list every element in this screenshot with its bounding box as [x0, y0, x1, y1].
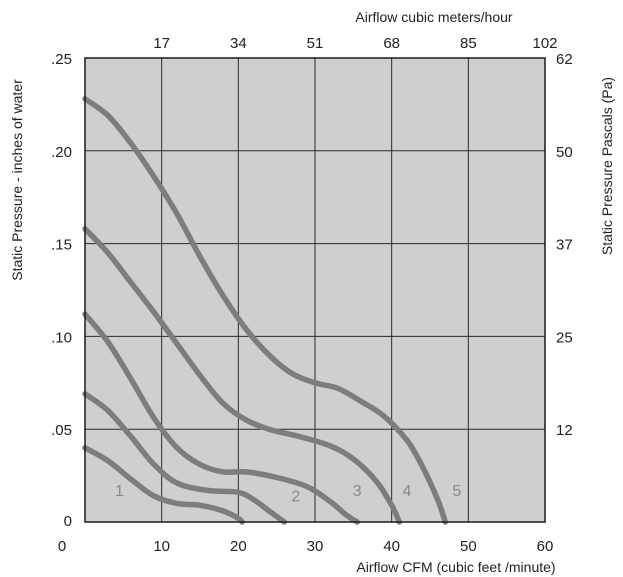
bottom-tick-label: 50 [460, 538, 477, 555]
left-tick-label: 0 [64, 513, 72, 530]
bottom-axis-title: Airflow CFM (cubic feet /minute) [356, 559, 555, 575]
left-tick-label: .25 [51, 51, 72, 68]
curve-label-2: 2 [291, 489, 300, 506]
top-tick-label: 17 [153, 35, 170, 52]
top-tick-label: 102 [532, 35, 557, 52]
right-tick-label: 12 [556, 422, 573, 439]
plot-frame [84, 57, 546, 523]
top-tick-label: 51 [307, 35, 324, 52]
curve-4 [82, 226, 403, 525]
top-tick-label: 68 [383, 35, 400, 52]
top-tick-label: 85 [460, 35, 477, 52]
top-tick-label: 34 [230, 35, 247, 52]
curve-5 [82, 96, 449, 525]
curve-labels: 1 2 3 4 5 [115, 483, 461, 506]
top-axis-title: Airflow cubic meters/hour [355, 9, 513, 25]
bottom-tick-label: 0 [58, 538, 66, 555]
bottom-tick-label: 10 [153, 538, 170, 555]
left-tick-label: .20 [51, 144, 72, 161]
curve-label-3: 3 [353, 483, 362, 500]
curve-label-5: 5 [452, 483, 461, 500]
curve-1 [82, 445, 245, 525]
right-tick-label: 37 [556, 237, 573, 254]
left-axis-title: Static Pressure - inches of water [9, 79, 25, 281]
right-tick-label: 25 [556, 329, 573, 346]
curve-2 [82, 391, 288, 525]
bottom-tick-label: 40 [383, 538, 400, 555]
curve-3 [82, 311, 360, 525]
performance-curves [82, 96, 449, 525]
bottom-tick-label: 60 [537, 538, 554, 555]
grid-lines [85, 58, 545, 522]
bottom-tick-label: 20 [230, 538, 247, 555]
right-axis-title: Static Pressure Pascals (Pa) [599, 77, 615, 255]
right-tick-label: 50 [556, 144, 573, 161]
left-tick-label: .10 [51, 329, 72, 346]
right-tick-label: 62 [556, 51, 573, 68]
bottom-tick-label: 30 [307, 538, 324, 555]
left-tick-label: .15 [51, 237, 72, 254]
left-tick-label: .05 [51, 422, 72, 439]
curve-label-1: 1 [115, 483, 124, 500]
curve-label-4: 4 [403, 483, 412, 500]
